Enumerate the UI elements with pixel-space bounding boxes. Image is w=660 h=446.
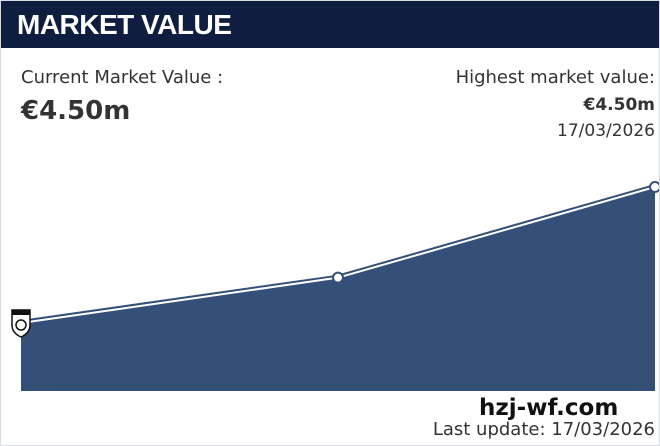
current-value: €4.50m <box>21 96 131 126</box>
point <box>649 181 659 193</box>
last-update: Last update: 17/03/2026 <box>432 419 655 440</box>
watermark: hzj-wf.com <box>479 395 619 421</box>
highest-value: €4.50m <box>583 95 656 115</box>
current-label: Current Market Value : <box>21 67 224 88</box>
club-crest-band <box>12 310 30 315</box>
highest-date: 17/03/2026 <box>557 121 655 141</box>
highest-label: Highest market value: <box>455 67 655 88</box>
club-crest <box>11 309 31 338</box>
club-crest-ring <box>15 319 27 331</box>
point <box>332 271 344 284</box>
area <box>21 187 655 391</box>
header-title: MARKET VALUE <box>1 1 659 48</box>
